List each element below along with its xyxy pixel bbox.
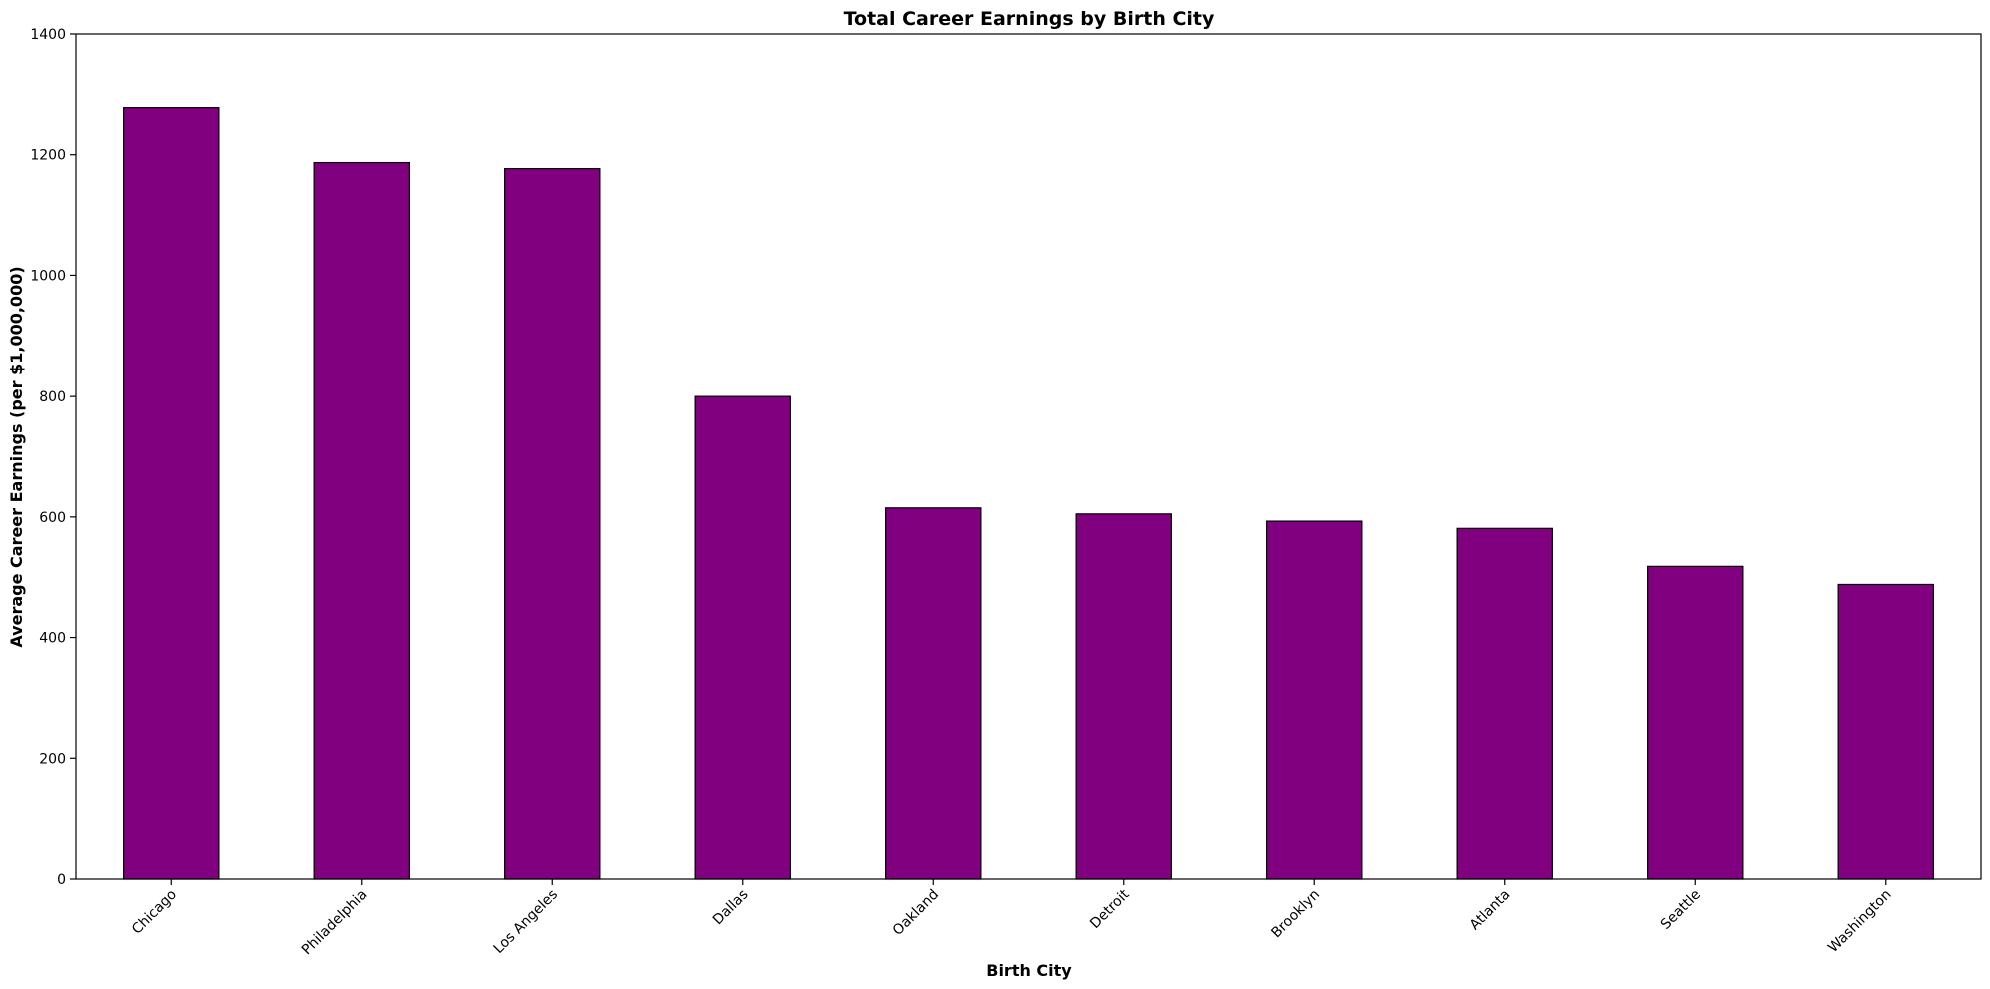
x-tick-label: Detroit (1087, 886, 1133, 932)
bar-washington (1837, 583, 1934, 880)
y-tick-label: 1000 (30, 268, 66, 284)
plot-area (123, 107, 1934, 880)
plot-frame (75, 33, 1982, 880)
bar-chicago (123, 107, 220, 880)
y-tick-label: 0 (57, 872, 66, 888)
bar-seattle (1647, 565, 1744, 880)
bar-atlanta (1456, 527, 1553, 880)
x-axis-label: Birth City (986, 961, 1072, 980)
x-tick-label: Washington (1825, 887, 1894, 956)
y-tick-label: 800 (39, 389, 66, 405)
y-tick-label: 1200 (30, 148, 66, 164)
x-tick-label: Atlanta (1467, 887, 1514, 934)
y-tick-label: 1400 (30, 27, 66, 43)
bar-brooklyn (1266, 520, 1363, 880)
bar-oakland (885, 507, 982, 880)
chart-title: Total Career Earnings by Birth City (844, 8, 1215, 30)
x-tick-label: Dallas (710, 887, 752, 929)
y-tick-label: 600 (39, 510, 66, 526)
bar-philadelphia (313, 161, 410, 880)
x-tick-label: Seattle (1658, 887, 1704, 933)
bar-detroit (1075, 513, 1172, 880)
x-tick-label: Chicago (129, 887, 180, 938)
x-tick-label: Oakland (890, 887, 942, 939)
y-tick-label: 200 (39, 751, 66, 767)
y-axis: 0 200 400 600 800 1000 1200 1400 (30, 27, 1982, 888)
x-tick-label: Philadelphia (299, 887, 371, 959)
x-axis: Chicago Philadelphia Los Angeles Dallas Oakl… (129, 879, 1895, 958)
bar-los-angeles (504, 168, 601, 880)
bar-dallas (694, 395, 791, 880)
x-tick-label: Brooklyn (1268, 887, 1323, 942)
y-axis-label: Average Career Earnings (per $1,000,000) (7, 266, 26, 647)
x-tick-label: Los Angeles (491, 887, 561, 957)
y-tick-label: 400 (39, 631, 66, 647)
